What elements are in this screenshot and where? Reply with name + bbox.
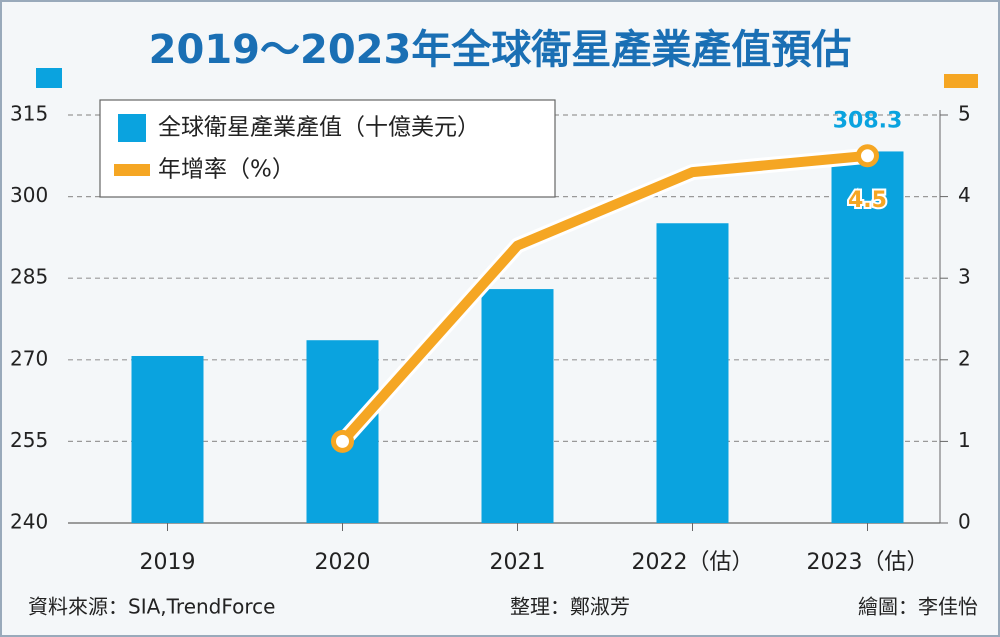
y2-tick-label: 2 bbox=[958, 346, 971, 370]
left-axis-key bbox=[36, 68, 62, 88]
y-tick-label: 300 bbox=[10, 183, 48, 207]
chart-title: 2019～2023年全球衛星產業產值預估 bbox=[149, 27, 852, 73]
y2-tick-label: 5 bbox=[958, 102, 971, 126]
y2-tick-label: 1 bbox=[958, 428, 971, 452]
y-tick-label: 285 bbox=[10, 265, 48, 289]
line bbox=[337, 150, 873, 447]
y-tick-label: 240 bbox=[10, 510, 48, 534]
line-end-marker bbox=[856, 144, 879, 168]
y2-tick-label: 4 bbox=[958, 183, 971, 207]
bar bbox=[481, 289, 554, 523]
editor: 整理：鄭淑芳 bbox=[510, 595, 630, 619]
legend-box bbox=[99, 99, 556, 198]
line-value-label: 4.5 bbox=[848, 188, 887, 213]
y-tick-label: 255 bbox=[10, 428, 48, 452]
line-end-marker bbox=[331, 429, 354, 453]
bar bbox=[131, 355, 204, 523]
artist: 繪圖：李佳怡 bbox=[858, 595, 978, 619]
y-tick-label: 315 bbox=[10, 102, 48, 126]
source: 資料來源：SIA,TrendForce bbox=[28, 595, 275, 619]
legend-swatch bbox=[114, 164, 150, 176]
y-tick-label: 270 bbox=[10, 346, 48, 370]
x-tick-label: 2022（估） bbox=[632, 550, 754, 575]
x-tick-label: 2020 bbox=[315, 550, 371, 575]
legend-swatch bbox=[118, 114, 146, 142]
x-tick-label: 2023（估） bbox=[807, 550, 929, 575]
bar-value-label: 308.3 bbox=[833, 108, 903, 133]
x-tick-label: 2019 bbox=[140, 550, 196, 575]
bar bbox=[831, 151, 904, 523]
y2-tick-label: 0 bbox=[958, 510, 971, 534]
right-axis-key bbox=[944, 74, 978, 88]
bar bbox=[656, 223, 729, 524]
legend-label: 全球衛星產業產值（十億美元） bbox=[158, 115, 480, 141]
y2-tick-label: 3 bbox=[958, 265, 971, 289]
x-tick-label: 2021 bbox=[490, 550, 546, 575]
legend-label: 年增率（%） bbox=[158, 157, 295, 183]
